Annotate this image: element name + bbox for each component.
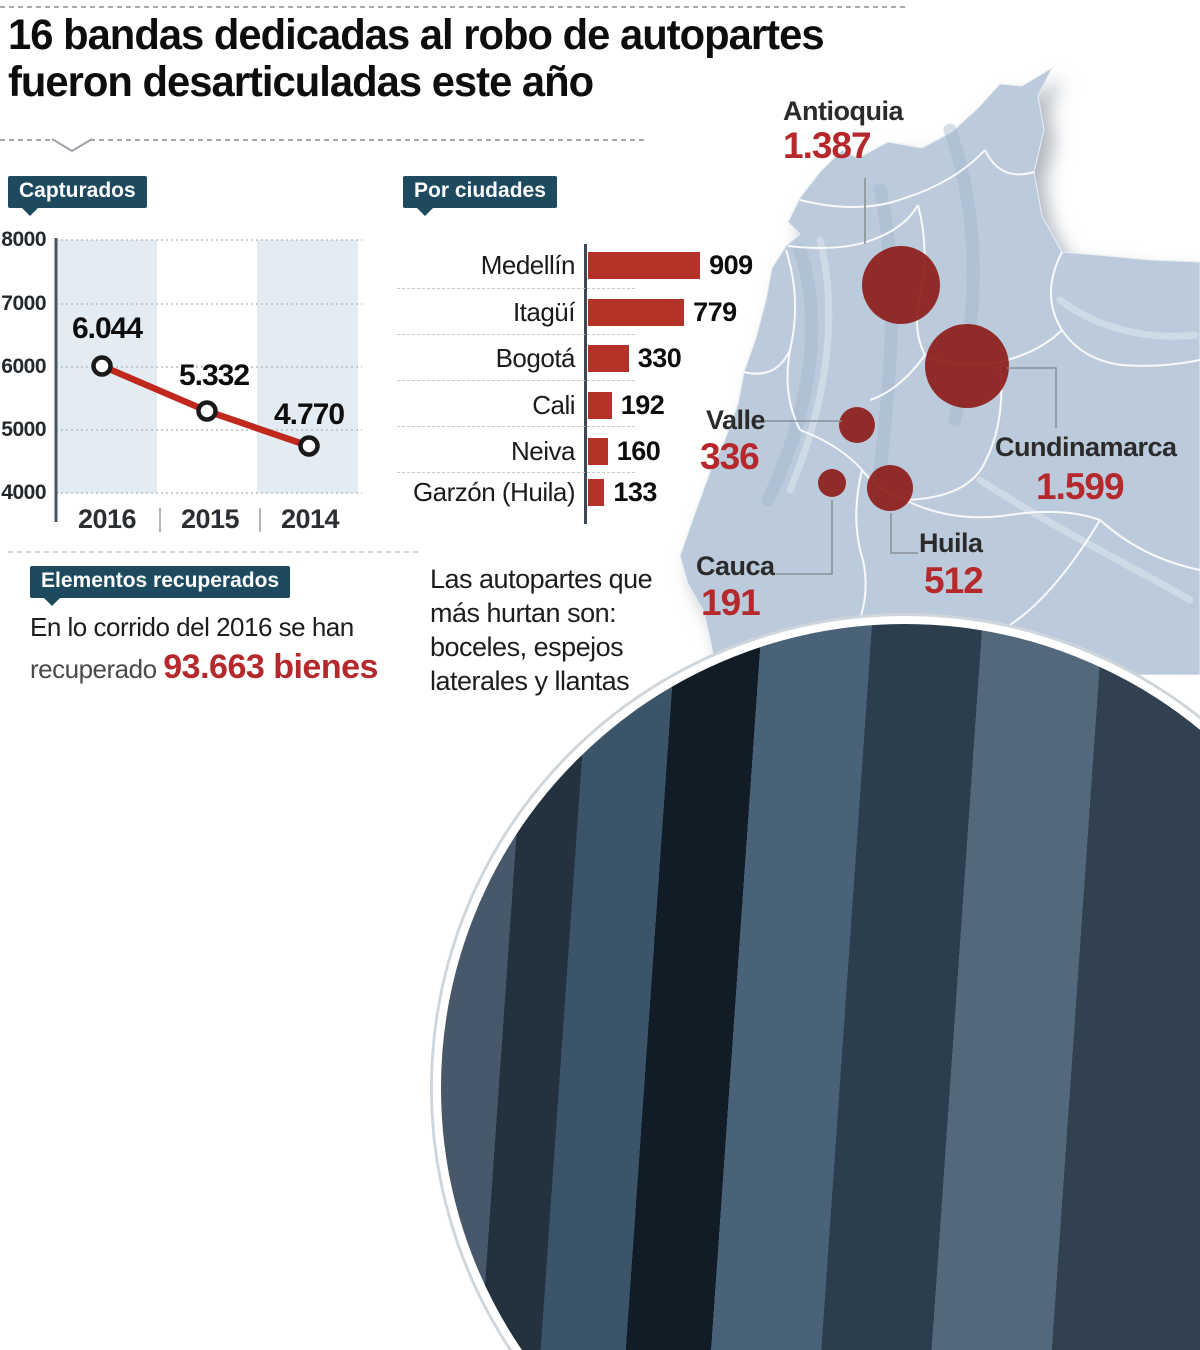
bar-label: Medellín (480, 250, 576, 280)
photo-circle (433, 616, 1200, 1350)
row-separator (397, 288, 635, 289)
recovered-text-prefix: recuperado (30, 654, 164, 684)
bubble-antioquia (862, 246, 940, 324)
bar-cali (588, 391, 612, 419)
bubble-cauca (818, 469, 846, 497)
bar-bogota (588, 344, 629, 372)
marker-2015 (196, 400, 218, 422)
bar-value: 160 (616, 435, 661, 466)
bar-baseline (584, 244, 587, 524)
autoparts-note-line: Las autopartes que (430, 564, 653, 594)
infographic-title: 16 bandas dedicadas al robo de autoparte… (8, 12, 959, 106)
region-value-huila: 512 (924, 560, 984, 601)
y-tick-5000: 5000 (1, 418, 46, 441)
value-label-2014: 4.770 (273, 398, 345, 431)
line-chart-canvas (54, 238, 362, 532)
region-name-valle: Valle (706, 405, 766, 435)
page-root: { "title": { "line1": "16 bandas dedicad… (0, 6, 1200, 1350)
row-separator (397, 472, 635, 473)
region-value-antioquia: 1.387 (783, 125, 872, 166)
marker-2016 (91, 355, 113, 377)
x-label-2014: 2014 (280, 504, 340, 534)
x-label-2015: 2015 (180, 504, 240, 534)
bar-chart-por-ciudades: Medellín 909 Itagüí 779 Bogotá 330 Cali … (395, 228, 775, 533)
y-tick-4000: 4000 (1, 481, 46, 504)
year-separators (159, 508, 261, 532)
recovered-text-line1: En lo corrido del 2016 se han (30, 612, 354, 642)
bar-neiva (588, 437, 608, 465)
map-bubbles (818, 246, 1009, 511)
bubble-cundinamarca (925, 324, 1009, 408)
bar-row-neiva: Neiva 160 (395, 435, 775, 466)
region-value-cauca: 191 (701, 582, 761, 623)
row-separator (397, 426, 635, 427)
bar-value: 330 (637, 342, 682, 373)
bar-row-garzon: Garzón (Huila) 133 (395, 476, 775, 507)
badge-por-ciudades: Por ciudades (403, 176, 557, 216)
bar-row-itagui: Itagüí 779 (395, 296, 775, 327)
bottom-section-divider (8, 551, 420, 553)
recovered-text-line2: recuperado 93.663 bienes (30, 648, 378, 687)
bar-value: 909 (709, 249, 753, 280)
autoparts-note-line: boceles, espejos (430, 632, 624, 662)
row-separator (397, 334, 635, 335)
badge-elementos-recuperados: Elementos recuperados (30, 566, 291, 606)
bar-label: Neiva (511, 436, 575, 466)
region-value-valle: 336 (700, 436, 760, 477)
region-name-antioquia: Antioquia (783, 96, 903, 126)
bar-row-bogota: Bogotá 330 (395, 342, 775, 373)
autoparts-note-line: más hurtan son: (430, 598, 617, 628)
bar-value: 133 (613, 476, 657, 507)
row-separator (397, 380, 635, 381)
value-label-2015: 5.332 (178, 359, 250, 392)
terrain-highlights (786, 236, 1199, 604)
bar-value: 779 (693, 296, 737, 327)
y-tick-7000: 7000 (1, 292, 46, 315)
bar-value: 192 (620, 389, 665, 420)
region-value-cundinamarca: 1.599 (1036, 466, 1125, 507)
y-tick-6000: 6000 (1, 355, 46, 378)
bubble-huila (867, 465, 913, 511)
value-label-2016: 6.044 (71, 312, 143, 345)
leader-lines (765, 178, 1057, 575)
marker-2014 (298, 435, 320, 457)
title-line-2: fueron desarticuladas este año (8, 57, 594, 106)
bar-row-cali: Cali 192 (395, 389, 775, 420)
region-name-huila: Huila (919, 528, 983, 558)
bar-itagui (588, 298, 685, 326)
recovered-count-highlight: 93.663 bienes (163, 648, 378, 686)
y-tick-8000: 8000 (1, 228, 46, 251)
bubble-valle (839, 407, 875, 443)
bar-garzon (588, 478, 605, 506)
bar-label: Garzón (Huila) (412, 477, 576, 507)
bar-label: Cali (532, 390, 575, 420)
top-dashed-line (0, 6, 905, 8)
title-line-1: 16 bandas dedicadas al robo de autoparte… (8, 11, 825, 59)
bar-label: Bogotá (495, 343, 576, 373)
data-markers (91, 355, 320, 457)
bar-medellin (588, 251, 701, 279)
badge-capturados: Capturados (8, 176, 147, 216)
title-underline (0, 139, 648, 141)
x-label-2016: 2016 (77, 504, 137, 534)
region-name-cauca: Cauca (696, 551, 775, 581)
bar-label: Itagüí (512, 297, 576, 327)
bar-row-medellin: Medellín 909 (395, 249, 775, 280)
chevron-down-icon (52, 138, 93, 153)
region-name-cundinamarca: Cundinamarca (995, 432, 1177, 462)
line-chart-capturados: 8000 7000 6000 5000 4000 6.044 5.332 4.7… (0, 228, 382, 545)
